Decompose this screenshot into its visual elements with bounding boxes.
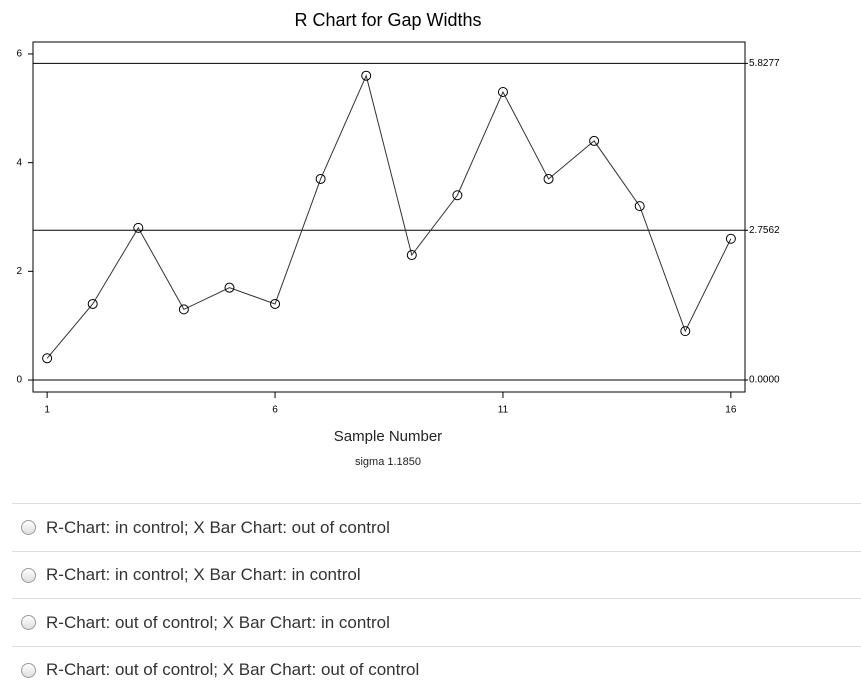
- option-label[interactable]: R-Chart: out of control; X Bar Chart: ou…: [46, 660, 420, 679]
- data-line: [46, 74, 732, 359]
- x-tick-label: 6: [272, 405, 278, 416]
- data-point: [680, 326, 691, 337]
- y-tick-label: 2: [16, 266, 22, 277]
- data-point: [589, 135, 600, 146]
- y-tick-label: 4: [16, 157, 22, 168]
- data-point: [406, 250, 417, 261]
- chart: R Chart for Gap Widths Sample Number sig…: [16, 10, 780, 468]
- data-point: [543, 173, 554, 184]
- data-point: [178, 304, 189, 315]
- option[interactable]: R-Chart: in control; X Bar Chart: in con…: [12, 550, 861, 599]
- control-label: 5.8277: [749, 58, 780, 69]
- data-point: [87, 298, 98, 309]
- data-point: [315, 173, 326, 184]
- data-point: [42, 353, 53, 364]
- chart-title: R Chart for Gap Widths: [294, 10, 481, 30]
- plot-frame: [32, 41, 746, 393]
- x-tick-label: 11: [498, 405, 509, 416]
- data-point: [361, 70, 372, 81]
- y-tick-label: 6: [16, 49, 22, 60]
- data-point: [497, 87, 508, 97]
- data-point: [452, 190, 463, 201]
- control-label: 2.7562: [749, 225, 780, 236]
- data-point: [634, 201, 645, 212]
- radio-button[interactable]: [21, 520, 36, 535]
- option[interactable]: R-Chart: in control; X Bar Chart: out of…: [12, 503, 861, 551]
- control-label: 0.0000: [749, 375, 780, 386]
- option-label[interactable]: R-Chart: in control; X Bar Chart: out of…: [46, 517, 390, 537]
- x-axis-label: Sample Number: [334, 428, 442, 445]
- annotation: sigma 1.1850: [355, 456, 421, 468]
- data-point: [725, 233, 736, 244]
- option-label[interactable]: R-Chart: out of control; X Bar Chart: in…: [46, 612, 390, 632]
- radio-button[interactable]: [21, 567, 36, 583]
- option[interactable]: R-Chart: out of control; X Bar Chart: in…: [12, 598, 861, 646]
- data-point: [270, 298, 281, 309]
- radio-button[interactable]: [21, 662, 36, 678]
- x-tick-label: 1: [44, 405, 50, 416]
- x-tick-label: 16: [725, 405, 737, 416]
- data-point: [224, 282, 235, 293]
- y-tick-label: 0: [16, 375, 22, 386]
- option-label[interactable]: R-Chart: in control; X Bar Chart: in con…: [46, 565, 361, 584]
- option[interactable]: R-Chart: out of control; X Bar Chart: ou…: [12, 645, 861, 694]
- data-point: [133, 222, 144, 233]
- radio-button[interactable]: [21, 615, 36, 630]
